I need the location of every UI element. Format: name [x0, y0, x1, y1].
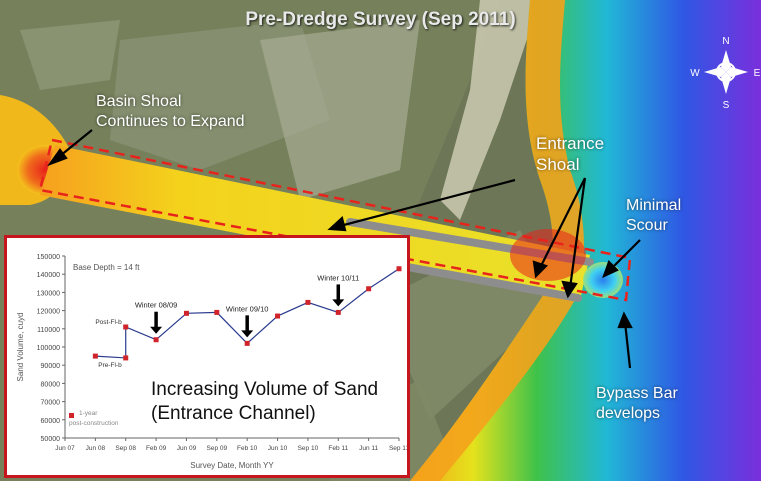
- y-tick-label: 60000: [41, 418, 61, 425]
- series-line: [95, 268, 400, 359]
- x-tick-label: Feb 09: [146, 445, 167, 452]
- x-axis-label: Survey Date, Month YY: [190, 461, 274, 470]
- callout-bypass-line2: develops: [596, 405, 661, 422]
- data-point: [305, 299, 311, 305]
- x-tick-label: Sep 09: [207, 445, 228, 452]
- callout-entrance-line1: Entrance: [536, 134, 605, 153]
- entrance-shoal-area: [510, 229, 586, 281]
- data-point: [123, 324, 129, 330]
- event-arrow-head: [332, 299, 345, 307]
- event-arrow-head: [150, 326, 163, 334]
- compass-rose-icon: N S E W: [690, 36, 760, 111]
- x-tick-label: Feb 11: [328, 445, 348, 452]
- event-label: Winter 10/11: [317, 273, 359, 282]
- callout-minimal-scour: Minimal Scour: [626, 196, 681, 236]
- entrance-channel: [40, 145, 590, 300]
- scour-area: [583, 262, 623, 298]
- x-tick-label: Jun 11: [359, 445, 378, 452]
- callout-scour-line1: Minimal: [626, 197, 682, 214]
- arrow-entrance-shoal-2: [568, 177, 587, 289]
- data-point: [335, 309, 341, 315]
- x-tick-label: Jun 10: [268, 445, 288, 452]
- x-tick-label: Feb 10: [237, 445, 258, 452]
- map-title: Pre-Dredge Survey (Sep 2011): [245, 9, 516, 30]
- data-point: [92, 353, 98, 359]
- y-axis-label: Sand Volume, cuyd: [16, 313, 25, 382]
- legend-label: 1-year: [79, 410, 98, 417]
- callout-basin-line2: Continues to Expand: [96, 113, 245, 130]
- data-point: [366, 286, 372, 292]
- y-tick-label: 140000: [37, 272, 60, 279]
- callout-entrance-line2: Shoal: [536, 155, 580, 175]
- event-label: Winter 08/09: [135, 301, 178, 310]
- data-point: [214, 309, 220, 315]
- y-tick-label: 100000: [37, 345, 60, 352]
- data-point: [275, 313, 281, 319]
- data-point: [183, 310, 189, 316]
- callout-scour-line2: Scour: [626, 217, 668, 234]
- y-tick-label: 130000: [37, 290, 60, 297]
- y-tick-label: 110000: [37, 327, 60, 334]
- arrow-bypass: [623, 321, 632, 369]
- survey-boundary: [38, 138, 632, 302]
- callout-arrows: [47, 129, 641, 369]
- callout-bypass-bar: Bypass Bar develops: [596, 384, 678, 424]
- arrow-entrance-channel: [339, 178, 516, 228]
- callout-bypass-line1: Bypass Bar: [596, 385, 678, 402]
- nearshore-band: [410, 0, 585, 481]
- sand-volume-chart: 50000 60000 70000 80000 90000 100000 110000 120…: [16, 254, 407, 470]
- ocean-bathymetry: [410, 0, 761, 481]
- y-tick-label: 120000: [37, 309, 60, 316]
- y-tick-label: 70000: [41, 400, 61, 407]
- y-tick-label: 50000: [41, 436, 61, 443]
- x-tick-label: Jun 07: [55, 445, 75, 452]
- jetty-south: [376, 258, 582, 302]
- compass-w: W: [690, 68, 700, 79]
- event-arrow-head: [241, 330, 254, 338]
- data-point: [244, 340, 250, 346]
- callout-basin-line1: Basin Shoal: [96, 93, 182, 110]
- compass-n: N: [722, 36, 729, 47]
- y-tick-label: 80000: [41, 381, 61, 388]
- data-point: [123, 355, 129, 361]
- chart-annotation: Base Depth = 14 ft: [73, 263, 140, 272]
- event-label: Winter 09/10: [226, 304, 269, 313]
- y-tick-label: 150000: [37, 254, 60, 261]
- x-tick-label: Jun 08: [86, 445, 106, 452]
- arrow-scour: [609, 239, 641, 271]
- point-label: Post-Fl-b: [95, 319, 122, 326]
- callout-entrance-shoal: Entrance Shoal: [536, 133, 604, 176]
- arrow-entrance-shoal-1: [539, 177, 586, 269]
- x-tick-label: Sep 11: [389, 445, 407, 452]
- x-tick-label: Jun 09: [177, 445, 197, 452]
- x-tick-label: Sep 08: [115, 445, 136, 452]
- compass-e: E: [754, 68, 761, 79]
- compass-s: S: [723, 100, 730, 111]
- callout-basin-shoal: Basin Shoal Continues to Expand: [96, 92, 245, 132]
- point-label: Pre-Fl-b: [98, 362, 122, 369]
- legend-label: post-construction: [69, 420, 119, 427]
- inset-chart-panel: 50000 60000 70000 80000 90000 100000 110000 120…: [4, 235, 410, 478]
- inset-caption-line2: (Entrance Channel): [151, 403, 316, 424]
- x-tick-label: Sep 10: [298, 445, 319, 452]
- data-point: [396, 266, 402, 272]
- y-tick-label: 90000: [41, 363, 61, 370]
- data-point: [153, 337, 159, 343]
- legend-swatch: [69, 413, 74, 418]
- inset-caption-line1: Increasing Volume of Sand: [151, 379, 379, 400]
